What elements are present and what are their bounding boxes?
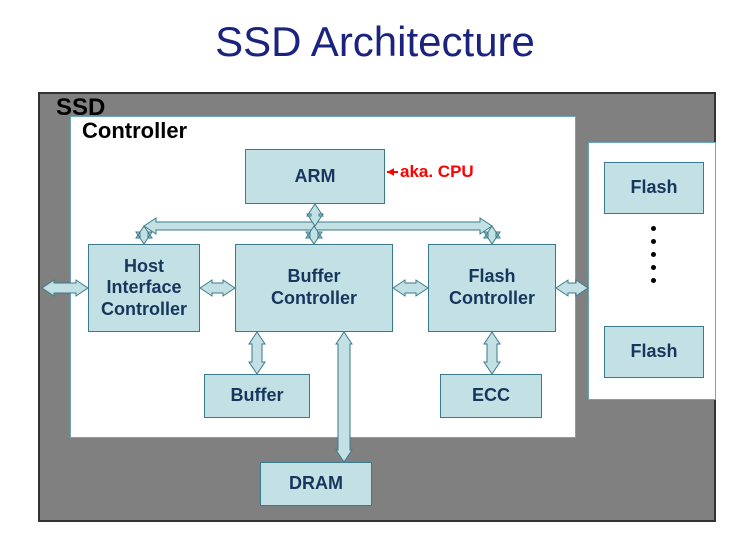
node-flash1: Flash: [604, 162, 704, 214]
page-title: SSD Architecture: [0, 0, 750, 78]
node-dram: DRAM: [260, 462, 372, 506]
node-arm: ARM: [245, 149, 385, 204]
node-flash2: Flash: [604, 326, 704, 378]
flash-ellipsis-dots: [651, 226, 656, 283]
node-buffer: Buffer: [204, 374, 310, 418]
node-flashctl: FlashController: [428, 244, 556, 332]
controller-label: Controller: [82, 118, 187, 144]
node-bufctl: BufferController: [235, 244, 393, 332]
outer-frame: SSD Controller ARM HostInterfaceControll…: [38, 92, 716, 522]
node-ecc: ECC: [440, 374, 542, 418]
cpu-annotation: aka. CPU: [400, 162, 474, 182]
node-host: HostInterfaceController: [88, 244, 200, 332]
